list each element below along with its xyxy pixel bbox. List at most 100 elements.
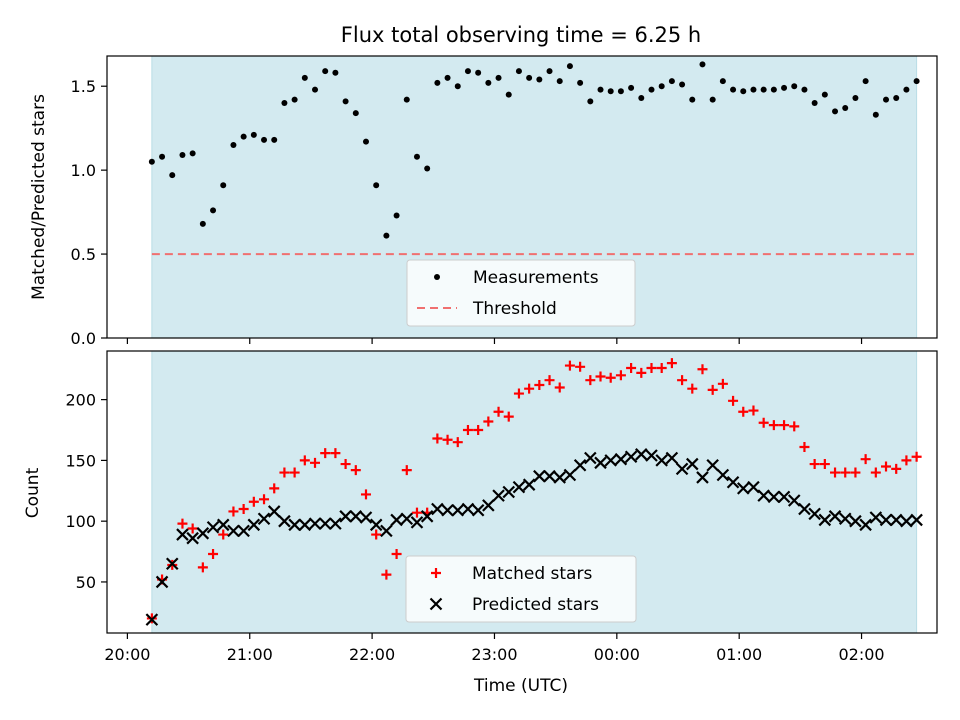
predicted-star-point (471, 503, 485, 517)
matched-star-point (646, 363, 657, 374)
matched-star-point (534, 380, 545, 391)
measurement-point (709, 96, 716, 103)
predicted-star-point (553, 471, 567, 484)
predicted-star-point (859, 518, 872, 532)
predicted-star-point (818, 513, 832, 527)
predicted-star-point (216, 518, 230, 532)
predicted-star-point (910, 513, 923, 527)
measurement-point (424, 165, 431, 172)
predicted-star-point (298, 518, 312, 532)
matched-star-point (360, 489, 371, 500)
measurement-point (383, 232, 390, 239)
predicted-star-point (573, 458, 587, 472)
matched-star-point (605, 372, 616, 383)
predicted-star-point (390, 513, 403, 527)
legend-label: Threshold (472, 299, 557, 319)
predicted-star-point (716, 468, 730, 482)
y-tick-label: 200 (65, 391, 96, 410)
predicted-star-point (522, 478, 536, 491)
measurement-point (495, 74, 502, 81)
predicted-star-point (665, 451, 679, 465)
measurement-point (913, 78, 920, 85)
matched-star-point (411, 507, 422, 518)
matched-star-point (218, 529, 229, 540)
measurement-point (159, 153, 166, 160)
matched-star-point (289, 467, 300, 478)
measurement-point (393, 212, 400, 219)
predicted-star-point (655, 454, 668, 467)
axes-frame (106, 55, 938, 339)
predicted-star-point (614, 452, 628, 466)
x-tick-label: 21:00 (227, 645, 273, 664)
measurement-point (658, 83, 665, 90)
predicted-star-point (635, 448, 648, 461)
matched-star-point (279, 467, 290, 478)
predicted-star-point (339, 510, 352, 523)
measurement-point (352, 110, 359, 117)
measurement-point (291, 96, 298, 103)
legend-marker-x (429, 597, 443, 611)
predicted-star-point (359, 511, 373, 524)
y-tick-label: 50 (76, 573, 96, 592)
measurement-point (413, 153, 420, 160)
predicted-star-point (869, 511, 883, 524)
predicted-star-point (584, 451, 597, 465)
measurement-point (342, 98, 349, 105)
predicted-star-point (798, 502, 811, 516)
x-tick-label: 23:00 (471, 645, 517, 664)
measurement-point (332, 69, 339, 76)
matched-star-point (483, 416, 494, 427)
predicted-star-point (461, 502, 475, 516)
measurement-point (261, 136, 268, 143)
predicted-star-point (380, 524, 393, 538)
matched-star-point (636, 367, 647, 378)
matched-star-point (310, 457, 321, 468)
measurement-point (169, 172, 176, 179)
predicted-star-point (747, 480, 760, 494)
predicted-star-point (849, 514, 862, 528)
predicted-star-point (492, 489, 505, 502)
measurement-point (638, 94, 645, 101)
measurement-point (750, 86, 757, 93)
measurement-point (597, 86, 604, 93)
matched-star-point (850, 467, 861, 478)
predicted-star-point (502, 485, 516, 499)
matched-star-point (452, 437, 463, 448)
matched-star-point (350, 465, 361, 476)
matched-star-point (442, 434, 453, 445)
predicted-star-point (431, 502, 444, 516)
measurement-point (628, 84, 635, 91)
matched-star-point (248, 496, 259, 507)
measurement-point (485, 79, 492, 86)
measurement-point (872, 111, 879, 118)
matched-star-point (493, 406, 504, 417)
predicted-star-point (787, 494, 801, 507)
measurement-point (883, 96, 890, 103)
predicted-star-point (441, 503, 454, 517)
predicted-star-point (176, 528, 189, 541)
measurement-point (587, 98, 594, 105)
matched-star-point (809, 459, 820, 470)
y-tick-label: 150 (65, 451, 96, 470)
predicted-star-point (879, 513, 893, 527)
matched-star-point (830, 467, 841, 478)
matched-star-point (320, 448, 331, 459)
predicted-star-point (808, 507, 821, 521)
legend-marker-plus (431, 568, 441, 578)
matched-star-point (860, 454, 871, 465)
predicted-star-point (329, 517, 342, 530)
matched-star-point (554, 382, 565, 393)
predicted-star-point (349, 510, 363, 523)
predicted-star-point (227, 524, 240, 538)
measurement-point (770, 86, 777, 93)
axes-frame (106, 350, 938, 634)
matched-star-point (228, 506, 239, 517)
matched-star-point (656, 363, 667, 374)
measurement-point (689, 96, 696, 103)
predicted-star-point (767, 490, 781, 504)
matched-star-point (513, 388, 524, 399)
matched-star-point (371, 529, 382, 540)
predicted-star-point (369, 518, 383, 532)
measurement-point (312, 86, 319, 93)
